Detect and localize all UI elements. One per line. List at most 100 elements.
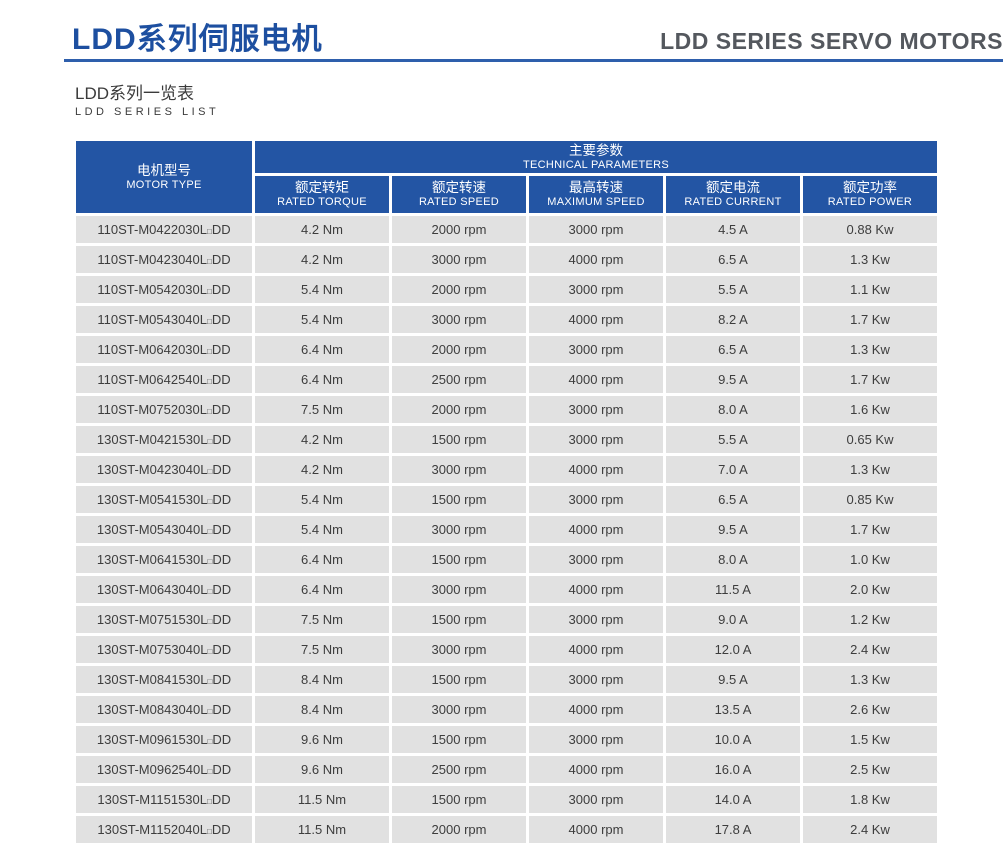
spec-value-cell: 9.5 A xyxy=(666,366,800,393)
spec-value-cell: 7.5 Nm xyxy=(255,606,389,633)
section-subtitle: LDD系列一览表 LDD SERIES LIST xyxy=(75,84,219,118)
spec-value-cell: 5.5 A xyxy=(666,276,800,303)
table-row: 130ST-M0961530L□DD 9.6 Nm 1500 rpm 3000 rpm… xyxy=(76,726,937,753)
table-row: 110ST-M0752030L□DD 7.5 Nm 2000 rpm 3000 rpm… xyxy=(76,396,937,423)
col-header-maximum-speed-cn: 最高转速 xyxy=(569,180,623,195)
table-header-row-top: 电机型号 MOTOR TYPE 主要参数 TECHNICAL PARAMETER… xyxy=(76,141,937,213)
spec-value-cell: 5.4 Nm xyxy=(255,276,389,303)
spec-value-cell: 1.3 Kw xyxy=(803,336,937,363)
params-group-en: TECHNICAL PARAMETERS xyxy=(523,158,669,171)
spec-value-cell: 1.0 Kw xyxy=(803,546,937,573)
spec-value-cell: 2.4 Kw xyxy=(803,816,937,843)
spec-value-cell: 1500 rpm xyxy=(392,726,526,753)
spec-value-cell: 3000 rpm xyxy=(529,786,663,813)
spec-value-cell: 2500 rpm xyxy=(392,366,526,393)
table-row: 110ST-M0422030L□DD 4.2 Nm 2000 rpm 3000 rpm… xyxy=(76,216,937,243)
spec-value-cell: 5.4 Nm xyxy=(255,486,389,513)
spec-value-cell: 1.8 Kw xyxy=(803,786,937,813)
table-row: 130ST-M0543040L□DD 5.4 Nm 3000 rpm 4000 rpm… xyxy=(76,516,937,543)
spec-value-cell: 4000 rpm xyxy=(529,246,663,273)
col-header-rated-current: 额定电流 RATED CURRENT xyxy=(666,176,800,213)
motor-type-cell: 110ST-M0542030L□DD xyxy=(76,276,252,303)
spec-value-cell: 16.0 A xyxy=(666,756,800,783)
spec-value-cell: 3000 rpm xyxy=(529,426,663,453)
spec-value-cell: 5.4 Nm xyxy=(255,516,389,543)
col-header-rated-speed: 额定转速 RATED SPEED xyxy=(392,176,526,213)
header-divider xyxy=(64,59,1003,62)
spec-value-cell: 9.0 A xyxy=(666,606,800,633)
motor-type-header-cn: 电机型号 xyxy=(137,162,191,178)
spec-value-cell: 12.0 A xyxy=(666,636,800,663)
spec-value-cell: 3000 rpm xyxy=(529,216,663,243)
col-header-rated-current-en: RATED CURRENT xyxy=(684,196,782,208)
spec-value-cell: 1.3 Kw xyxy=(803,456,937,483)
spec-value-cell: 1500 rpm xyxy=(392,486,526,513)
spec-value-cell: 4000 rpm xyxy=(529,576,663,603)
spec-value-cell: 2500 rpm xyxy=(392,756,526,783)
spec-value-cell: 3000 rpm xyxy=(529,666,663,693)
spec-value-cell: 3000 rpm xyxy=(392,306,526,333)
spec-value-cell: 3000 rpm xyxy=(392,516,526,543)
spec-value-cell: 3000 rpm xyxy=(529,606,663,633)
spec-value-cell: 6.4 Nm xyxy=(255,366,389,393)
spec-value-cell: 5.4 Nm xyxy=(255,306,389,333)
spec-value-cell: 2000 rpm xyxy=(392,396,526,423)
spec-value-cell: 3000 rpm xyxy=(392,636,526,663)
table-row: 110ST-M0543040L□DD 5.4 Nm 3000 rpm 4000 rpm… xyxy=(76,306,937,333)
subtitle-cn: LDD系列一览表 xyxy=(75,84,195,103)
motor-type-cell: 110ST-M0642030L□DD xyxy=(76,336,252,363)
table-row: 130ST-M0423040L□DD 4.2 Nm 3000 rpm 4000 rpm… xyxy=(76,456,937,483)
col-header-rated-current-cn: 额定电流 xyxy=(706,180,760,195)
spec-value-cell: 2000 rpm xyxy=(392,816,526,843)
table-row: 130ST-M1151530L□DD 11.5 Nm 1500 rpm 3000 rp… xyxy=(76,786,937,813)
table-row: 110ST-M0423040L□DD 4.2 Nm 3000 rpm 4000 rpm… xyxy=(76,246,937,273)
spec-value-cell: 1500 rpm xyxy=(392,546,526,573)
motor-type-cell: 110ST-M0423040L□DD xyxy=(76,246,252,273)
table-row: 130ST-M0421530L□DD 4.2 Nm 1500 rpm 3000 rpm… xyxy=(76,426,937,453)
spec-value-cell: 8.4 Nm xyxy=(255,666,389,693)
spec-value-cell: 8.4 Nm xyxy=(255,696,389,723)
spec-value-cell: 4000 rpm xyxy=(529,366,663,393)
motor-type-cell: 130ST-M0961530L□DD xyxy=(76,726,252,753)
table-row: 130ST-M1152040L□DD 11.5 Nm 2000 rpm 4000 rp… xyxy=(76,816,937,843)
motor-type-cell: 110ST-M0543040L□DD xyxy=(76,306,252,333)
motor-type-cell: 130ST-M0641530L□DD xyxy=(76,546,252,573)
spec-value-cell: 1.7 Kw xyxy=(803,516,937,543)
spec-value-cell: 2000 rpm xyxy=(392,216,526,243)
table-row: 110ST-M0642540L□DD 6.4 Nm 2500 rpm 4000 rpm… xyxy=(76,366,937,393)
technical-parameters-group-header: 主要参数 TECHNICAL PARAMETERS xyxy=(255,141,937,173)
table-row: 110ST-M0542030L□DD 5.4 Nm 2000 rpm 3000 rpm… xyxy=(76,276,937,303)
table-header-row-sub: 额定转矩 RATED TORQUE 额定转速 RATED SPEED 最高转速 … xyxy=(76,176,937,213)
spec-value-cell: 3000 rpm xyxy=(529,276,663,303)
col-header-maximum-speed: 最高转速 MAXIMUM SPEED xyxy=(529,176,663,213)
motor-type-cell: 130ST-M0643040L□DD xyxy=(76,576,252,603)
spec-value-cell: 0.88 Kw xyxy=(803,216,937,243)
spec-value-cell: 6.5 A xyxy=(666,336,800,363)
spec-value-cell: 6.4 Nm xyxy=(255,576,389,603)
spec-value-cell: 3000 rpm xyxy=(529,336,663,363)
spec-value-cell: 1.2 Kw xyxy=(803,606,937,633)
spec-value-cell: 1.6 Kw xyxy=(803,396,937,423)
spec-value-cell: 4000 rpm xyxy=(529,816,663,843)
col-header-rated-torque-en: RATED TORQUE xyxy=(277,196,367,208)
spec-value-cell: 0.65 Kw xyxy=(803,426,937,453)
spec-value-cell: 2.0 Kw xyxy=(803,576,937,603)
col-header-rated-torque: 额定转矩 RATED TORQUE xyxy=(255,176,389,213)
spec-value-cell: 4000 rpm xyxy=(529,756,663,783)
col-header-rated-power-cn: 额定功率 xyxy=(843,180,897,195)
spec-value-cell: 6.5 A xyxy=(666,246,800,273)
col-header-rated-speed-en: RATED SPEED xyxy=(418,196,500,208)
table-row: 130ST-M0841530L□DD 8.4 Nm 1500 rpm 3000 rpm… xyxy=(76,666,937,693)
spec-value-cell: 6.4 Nm xyxy=(255,546,389,573)
spec-value-cell: 9.5 A xyxy=(666,666,800,693)
motor-spec-table: 电机型号 MOTOR TYPE 主要参数 TECHNICAL PARAMETER… xyxy=(73,138,940,846)
motor-type-cell: 130ST-M1151530L□DD xyxy=(76,786,252,813)
spec-value-cell: 8.2 A xyxy=(666,306,800,333)
spec-value-cell: 4.2 Nm xyxy=(255,456,389,483)
spec-value-cell: 7.0 A xyxy=(666,456,800,483)
spec-value-cell: 3000 rpm xyxy=(392,456,526,483)
spec-value-cell: 1.7 Kw xyxy=(803,366,937,393)
spec-value-cell: 11.5 Nm xyxy=(255,816,389,843)
table-row: 130ST-M0753040L□DD 7.5 Nm 3000 rpm 4000 rpm… xyxy=(76,636,937,663)
spec-value-cell: 9.6 Nm xyxy=(255,756,389,783)
